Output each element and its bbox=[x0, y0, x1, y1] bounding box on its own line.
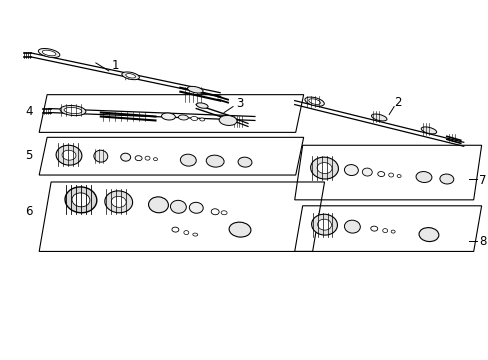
Ellipse shape bbox=[121, 153, 130, 161]
Ellipse shape bbox=[187, 86, 203, 93]
Ellipse shape bbox=[200, 118, 204, 121]
Ellipse shape bbox=[206, 155, 224, 167]
Ellipse shape bbox=[439, 174, 453, 184]
Ellipse shape bbox=[308, 99, 320, 104]
Ellipse shape bbox=[311, 214, 337, 235]
Ellipse shape bbox=[317, 219, 331, 230]
Ellipse shape bbox=[180, 154, 196, 166]
Ellipse shape bbox=[196, 103, 208, 108]
Text: 5: 5 bbox=[25, 149, 33, 162]
Ellipse shape bbox=[415, 172, 431, 183]
Text: 3: 3 bbox=[236, 97, 243, 110]
Ellipse shape bbox=[60, 105, 86, 116]
Ellipse shape bbox=[170, 200, 186, 213]
Ellipse shape bbox=[190, 117, 197, 121]
Ellipse shape bbox=[189, 202, 203, 213]
Ellipse shape bbox=[65, 187, 97, 213]
Ellipse shape bbox=[219, 116, 237, 126]
Ellipse shape bbox=[145, 156, 150, 160]
Ellipse shape bbox=[122, 72, 139, 80]
Ellipse shape bbox=[111, 196, 126, 207]
Ellipse shape bbox=[310, 157, 338, 179]
Text: 4: 4 bbox=[25, 105, 33, 118]
Ellipse shape bbox=[161, 113, 175, 120]
Text: 7: 7 bbox=[478, 174, 486, 186]
Ellipse shape bbox=[418, 228, 438, 242]
Ellipse shape bbox=[94, 150, 107, 162]
Ellipse shape bbox=[64, 108, 81, 114]
Ellipse shape bbox=[148, 197, 168, 213]
Ellipse shape bbox=[42, 50, 56, 56]
Ellipse shape bbox=[38, 49, 60, 58]
Ellipse shape bbox=[125, 73, 135, 78]
Ellipse shape bbox=[104, 191, 132, 213]
Ellipse shape bbox=[135, 156, 142, 161]
Ellipse shape bbox=[316, 163, 331, 174]
Ellipse shape bbox=[229, 222, 250, 237]
Ellipse shape bbox=[178, 115, 188, 120]
Text: 2: 2 bbox=[393, 96, 401, 109]
Text: 6: 6 bbox=[25, 205, 33, 218]
Ellipse shape bbox=[362, 168, 371, 176]
Ellipse shape bbox=[56, 145, 82, 165]
Ellipse shape bbox=[420, 127, 436, 134]
Ellipse shape bbox=[72, 193, 90, 207]
Ellipse shape bbox=[344, 165, 358, 176]
Ellipse shape bbox=[344, 220, 360, 233]
Text: 1: 1 bbox=[112, 59, 119, 72]
Ellipse shape bbox=[371, 114, 386, 121]
Ellipse shape bbox=[62, 150, 76, 160]
Text: 8: 8 bbox=[478, 235, 486, 248]
Ellipse shape bbox=[238, 157, 251, 167]
Ellipse shape bbox=[305, 97, 324, 106]
